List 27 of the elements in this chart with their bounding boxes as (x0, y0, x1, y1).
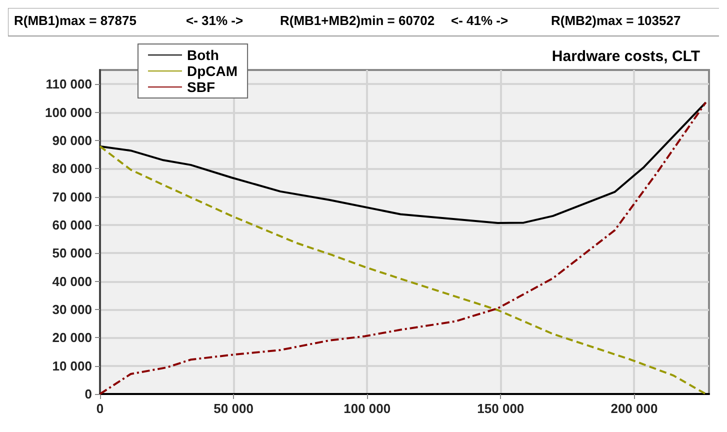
x-tick-label: 200 000 (610, 401, 658, 416)
text: <- 41% -> (451, 13, 508, 28)
y-tick-label: 100 000 (45, 104, 92, 120)
y-tick-label: 90 000 (52, 132, 92, 148)
text: R(MB1+MB2)min = 60702 (280, 13, 435, 28)
x-tick-label: 150 000 (477, 401, 524, 416)
y-tick-label: 80 000 (52, 161, 92, 176)
legend-label: DpCAM (187, 63, 238, 79)
legend-label: Both (187, 47, 219, 63)
text: R(MB2)max = 103527 (551, 13, 681, 28)
y-tick-label: 50 000 (52, 246, 92, 261)
x-tick-label: 50 000 (214, 401, 254, 416)
y-tick-label: 0 (84, 386, 92, 402)
text: R(MB1)max = 87875 (14, 13, 136, 28)
x-tick-label: 100 000 (344, 401, 391, 416)
chart-title: Hardware costs, CLT (552, 48, 700, 65)
y-tick-label: 60 000 (52, 217, 92, 232)
x-tick-label: 0 (96, 401, 104, 416)
y-tick-label: 20 000 (52, 330, 92, 346)
text: <- 31% -> (186, 13, 244, 28)
line-series (99, 101, 707, 224)
y-tick-label: 10 000 (52, 358, 92, 374)
y-tick-label: 70 000 (52, 189, 92, 204)
y-tick-label: 40 000 (52, 274, 92, 289)
y-tick-label: 110 000 (46, 76, 92, 92)
y-tick-label: 30 000 (52, 302, 92, 317)
legend-label: SBF (187, 79, 216, 95)
